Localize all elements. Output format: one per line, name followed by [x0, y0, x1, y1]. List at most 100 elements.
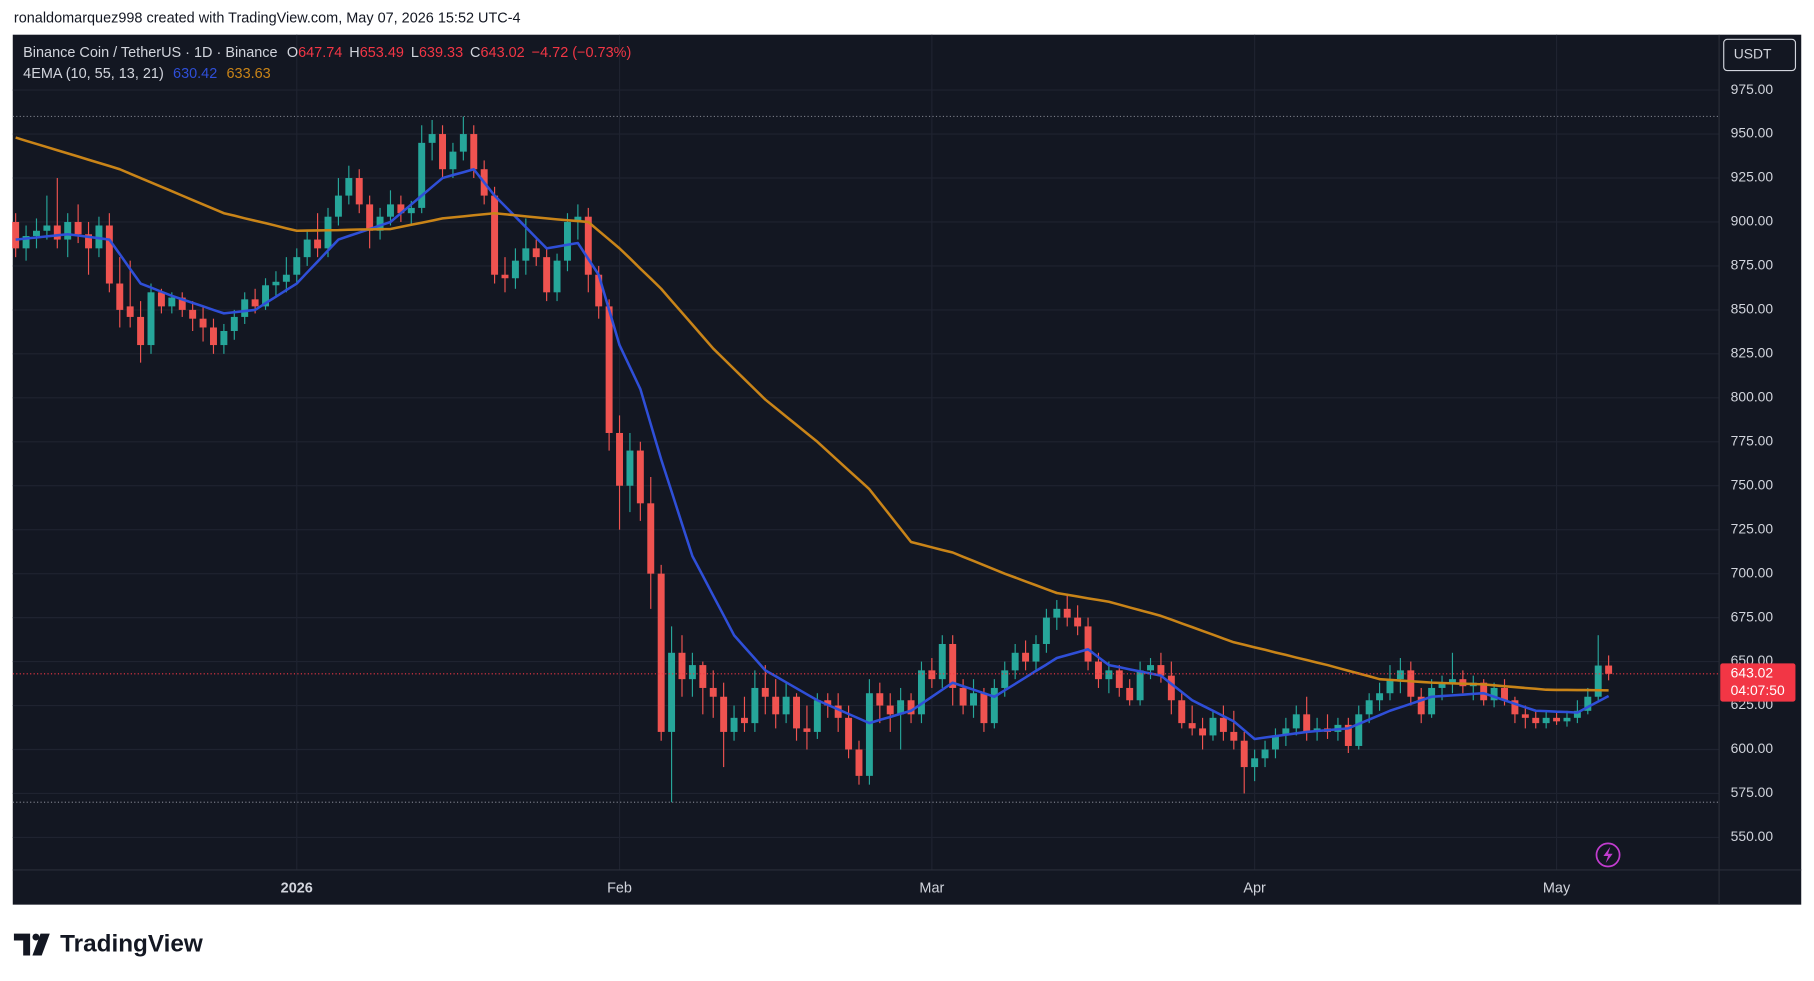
- x-tick-label: Feb: [607, 880, 632, 896]
- alert-bolt: [1603, 846, 1613, 864]
- last-price-box: [1720, 663, 1796, 702]
- candle-body: [1178, 700, 1186, 724]
- candle-body: [668, 652, 676, 732]
- candle-body: [1251, 758, 1259, 768]
- candle-body: [1521, 714, 1529, 718]
- candle-body: [1074, 617, 1082, 627]
- candle-body: [553, 260, 561, 293]
- candle-body: [303, 239, 311, 258]
- y-tick-label: 875.00: [1731, 257, 1774, 273]
- low-value: 639.33: [419, 45, 463, 61]
- y-tick-label: 575.00: [1731, 784, 1774, 800]
- candle-body: [1147, 665, 1154, 671]
- candle-body: [137, 316, 145, 346]
- currency-button[interactable]: [1723, 38, 1797, 72]
- candle-body: [1511, 700, 1519, 715]
- candle-body: [688, 665, 696, 680]
- candle-body: [334, 195, 342, 217]
- candle-body: [1042, 617, 1050, 644]
- candle-body: [928, 670, 936, 680]
- ema-line: [15, 136, 1609, 692]
- candle-body: [751, 687, 759, 724]
- candle-body: [230, 316, 238, 331]
- candle-body: [949, 643, 957, 688]
- indicator-label: 4EMA (10, 55, 13, 21): [23, 66, 164, 82]
- candle-body: [1605, 665, 1613, 674]
- y-tick-label: 850.00: [1731, 301, 1774, 317]
- y-tick-label: 925.00: [1731, 169, 1774, 185]
- candle-body: [293, 257, 301, 275]
- high-prefix: H: [349, 45, 359, 61]
- candle-body: [366, 204, 374, 231]
- change: −4.72 (−0.73%): [532, 45, 632, 61]
- candle-body: [657, 573, 665, 732]
- candle-body: [616, 432, 623, 486]
- candle-body: [803, 728, 811, 732]
- candle-body: [241, 299, 249, 317]
- candle-body: [418, 142, 426, 208]
- candle-body: [491, 195, 499, 275]
- y-tick-label: 950.00: [1731, 125, 1774, 141]
- candle-body: [1532, 717, 1540, 724]
- candle-body: [834, 705, 842, 718]
- candle-body: [345, 178, 353, 196]
- candle-body: [730, 717, 738, 732]
- logo-slash: [32, 933, 50, 956]
- logo-dot: [32, 933, 40, 941]
- candle-body: [282, 274, 290, 282]
- grid: [12, 34, 1720, 870]
- candle-body: [1282, 728, 1290, 736]
- brand-logo: [13, 933, 50, 956]
- candle-body: [917, 670, 925, 715]
- candle-body: [1011, 652, 1019, 671]
- candle-body: [147, 292, 155, 346]
- candle-body: [595, 274, 603, 307]
- candle-body: [251, 299, 259, 307]
- candle-body: [1594, 665, 1602, 697]
- candle-body: [938, 643, 946, 680]
- credit: ronaldomarquez998 created with TradingVi…: [14, 10, 521, 26]
- candle-body: [970, 693, 977, 706]
- candle-body: [1022, 652, 1030, 662]
- candle-body: [699, 665, 707, 688]
- last-price-label: 643.02: [1731, 665, 1774, 681]
- candle-body: [532, 248, 540, 258]
- candle-body: [574, 216, 582, 222]
- candle-body: [1438, 682, 1446, 688]
- candle-body: [126, 306, 134, 317]
- y-tick-label: 975.00: [1731, 81, 1774, 97]
- y-tick-label: 750.00: [1731, 476, 1774, 492]
- ema-line: [15, 167, 1610, 741]
- candle-body: [33, 230, 40, 237]
- candle-body: [1126, 687, 1134, 701]
- candle-body: [1584, 696, 1592, 711]
- candle-body: [709, 687, 717, 697]
- candle-body: [199, 318, 207, 328]
- candle-body: [22, 236, 30, 249]
- candle-body: [740, 717, 748, 724]
- candle-body: [761, 687, 769, 697]
- candle-body: [1386, 679, 1394, 694]
- candle-body: [1428, 687, 1436, 715]
- y-tick-label: 725.00: [1731, 520, 1774, 536]
- ema-fast-value: 630.42: [173, 66, 217, 82]
- logo-mark: [13, 933, 31, 956]
- y-tick-label: 775.00: [1731, 432, 1774, 448]
- candle-body: [1542, 717, 1550, 724]
- candle-body: [990, 687, 998, 724]
- currency-label[interactable]: USDT: [1734, 46, 1772, 62]
- candle-body: [1501, 687, 1508, 701]
- candle-body: [168, 297, 176, 307]
- y-tick-label: 600.00: [1731, 740, 1774, 756]
- candle-body: [1240, 740, 1248, 768]
- alert-icon[interactable]: [1595, 842, 1621, 868]
- candle-body: [813, 700, 821, 732]
- candle-body: [1480, 682, 1488, 701]
- candle-body: [1365, 700, 1373, 715]
- candle-body: [959, 687, 967, 706]
- candle-body: [1417, 696, 1425, 715]
- y-tick-label: 700.00: [1731, 564, 1774, 580]
- candle-body: [1188, 723, 1196, 729]
